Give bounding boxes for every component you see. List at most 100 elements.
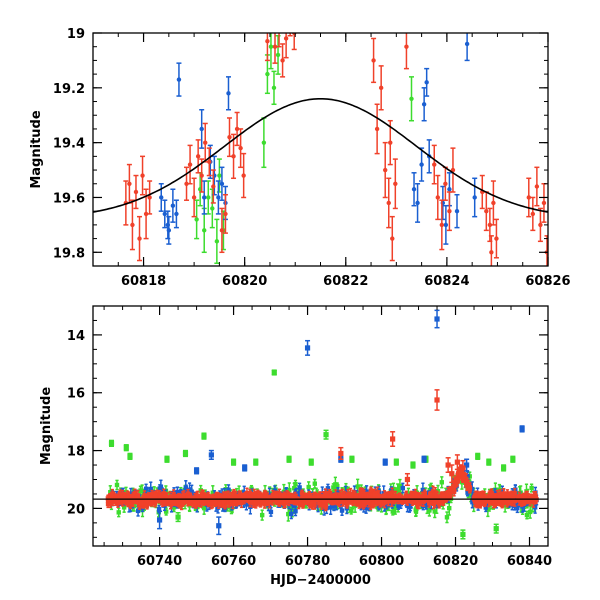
data-point-red <box>450 147 456 193</box>
cloud-point-red <box>113 494 119 506</box>
outlier-point-blue <box>519 425 525 433</box>
outlier-point-blue <box>156 510 163 530</box>
outlier-point-red <box>454 454 460 471</box>
cloud-point-red <box>138 497 144 509</box>
cloud-point-red <box>467 482 473 494</box>
outlier-point-green <box>493 523 499 534</box>
data-point-blue <box>464 33 470 62</box>
data-point-blue <box>454 193 460 229</box>
data-point-red <box>371 37 377 84</box>
data-point-red <box>199 158 205 193</box>
data-point-red <box>231 133 237 180</box>
outlier-point-green <box>127 452 133 461</box>
bottom-axis-ticks: 60740 60760 60780 60800 60820 60840 14 16 18 20 <box>67 305 552 569</box>
cloud-point-blue <box>400 482 406 494</box>
top-axis-ticks: 60818 60820 60822 60824 60826 19 19.2 19.4 19.6 1… <box>53 27 571 289</box>
y-tick-label: 20 <box>67 502 85 517</box>
data-point-green <box>201 207 207 254</box>
cloud-point-red <box>244 487 250 499</box>
top-panel-frame <box>92 32 549 267</box>
data-point-red <box>184 166 190 201</box>
cloud-point-red <box>370 501 376 509</box>
outlier-point-red <box>338 446 344 461</box>
y-tick-label: 14 <box>67 329 85 344</box>
data-point-red <box>143 188 149 240</box>
data-point-red <box>210 169 216 204</box>
data-point-red <box>389 215 395 262</box>
y-tick-label: 19.6 <box>53 191 85 206</box>
cloud-point-red <box>323 488 328 498</box>
x-tick-label: 60740 <box>137 554 182 569</box>
data-point-red <box>403 33 409 70</box>
outlier-point-green <box>286 455 292 463</box>
outlier-point-blue <box>464 458 470 472</box>
data-point-red <box>493 218 499 259</box>
data-point-blue <box>415 183 421 223</box>
cloud-point-red <box>217 500 222 507</box>
outlier-point-green <box>510 455 516 463</box>
cloud-point-red <box>291 494 296 503</box>
cloud-point-green <box>114 479 120 491</box>
cloud-point-red <box>212 495 218 507</box>
y-tick-label: 18 <box>67 445 85 460</box>
data-point-red <box>219 207 225 254</box>
outlier-point-green <box>182 449 189 458</box>
x-tick-label: 60818 <box>121 274 166 289</box>
x-tick-label: 60820 <box>222 274 267 289</box>
data-point-red <box>206 147 212 177</box>
data-point-red <box>537 207 543 243</box>
cloud-point-green <box>259 509 265 521</box>
y-tick-label: 19.8 <box>53 246 85 261</box>
cloud-point-green <box>312 478 318 489</box>
outlier-point-green <box>230 458 237 466</box>
data-point-red <box>392 158 398 210</box>
cloud-point-red <box>353 496 359 504</box>
cloud-point-red <box>471 494 477 502</box>
data-point-red <box>374 103 380 155</box>
data-point-blue <box>472 177 478 218</box>
data-point-red <box>382 141 388 199</box>
outlier-point-green <box>308 458 314 466</box>
outlier-point-green <box>123 444 129 452</box>
cloud-point-red <box>413 496 419 504</box>
data-point-green <box>271 70 277 106</box>
data-point-blue <box>219 166 225 201</box>
cloud-point-red <box>366 491 371 499</box>
outlier-point-green <box>271 369 277 376</box>
data-point-red <box>222 193 228 234</box>
data-point-blue <box>176 62 182 97</box>
data-point-blue <box>201 180 207 215</box>
top-model-curve <box>93 98 548 213</box>
cloud-point-red <box>106 495 112 505</box>
cloud-point-red <box>382 496 388 504</box>
data-point-red <box>202 122 208 163</box>
cloud-point-red <box>300 501 306 509</box>
data-point-green <box>409 76 414 122</box>
outlier-point-blue <box>434 309 440 329</box>
cloud-point-red <box>285 492 290 503</box>
outlier-point-red <box>390 431 396 447</box>
data-point-red <box>234 111 240 147</box>
y-tick-label: 19 <box>67 27 85 42</box>
x-tick-label: 60824 <box>424 274 469 289</box>
cloud-point-red <box>176 493 182 501</box>
cloud-point-red <box>375 492 380 499</box>
cloud-point-green <box>529 483 534 493</box>
data-point-blue <box>162 199 168 229</box>
data-point-red <box>378 65 384 111</box>
data-point-red <box>283 33 289 59</box>
cloud-point-red <box>185 493 191 503</box>
outlier-point-green <box>486 458 492 466</box>
bottom-panel-frame <box>92 305 549 547</box>
data-point-red <box>439 199 445 251</box>
data-point-blue <box>419 147 425 182</box>
data-point-blue <box>173 199 179 229</box>
outlier-point-green <box>323 429 329 440</box>
data-point-red <box>534 166 540 207</box>
outlier-point-blue <box>216 516 222 536</box>
data-point-green <box>209 188 215 229</box>
data-point-red <box>191 177 197 218</box>
x-tick-label: 60826 <box>525 274 570 289</box>
